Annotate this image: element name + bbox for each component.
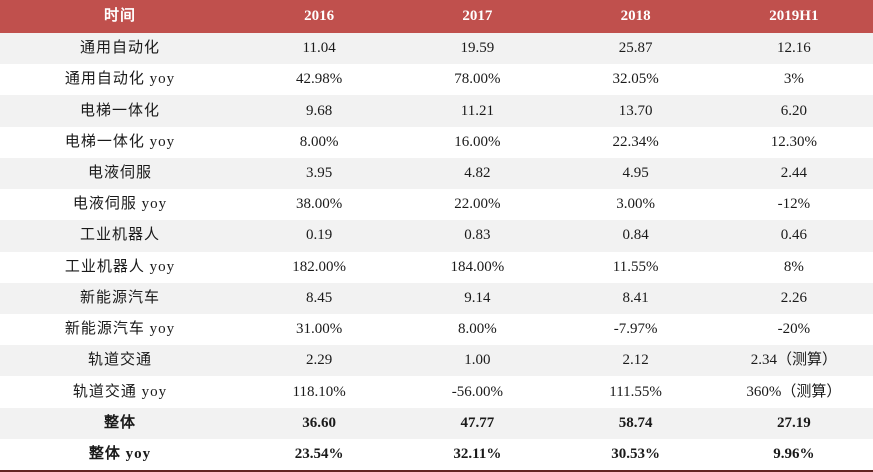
table-row: 工业机器人 0.19 0.83 0.84 0.46 (0, 220, 873, 252)
cell-value: 78.00% (454, 71, 501, 88)
column-header-time: 时间 (103, 8, 136, 24)
cell-value: 2.29 (306, 352, 333, 369)
cell-value: 1.00 (464, 352, 491, 369)
cell-value: 2.34（测算） (750, 352, 837, 369)
table-row: 轨道交通 yoy 118.10% -56.00% 111.55% 360%（测算） (0, 376, 873, 408)
cell-value: 4.82 (464, 164, 491, 181)
cell-value: 22.00% (454, 196, 501, 213)
cell-value: 9.96% (773, 445, 815, 462)
cell-value: 9.14 (464, 289, 491, 306)
cell-value: 13.70 (618, 102, 653, 119)
row-label: 轨道交通 (87, 352, 152, 369)
cell-value: 3.95 (306, 164, 333, 181)
cell-value: 8.45 (306, 289, 333, 306)
cell-value: 11.21 (460, 102, 494, 119)
cell-value: 8.00% (458, 321, 497, 338)
row-label: 轨道交通 yoy (72, 383, 168, 400)
cell-value: 6.20 (780, 102, 807, 119)
table-row: 新能源汽车 8.45 9.14 8.41 2.26 (0, 282, 873, 314)
cell-value: 2.26 (780, 289, 807, 306)
row-label: 电液伺服 yoy (72, 196, 168, 213)
table-row: 电液伺服 3.95 4.82 4.95 2.44 (0, 157, 873, 190)
table-row: 通用自动化 11.04 19.59 25.87 12.16 (0, 33, 873, 65)
cell-value: 30.53% (611, 445, 660, 462)
row-label: 新能源汽车 (79, 289, 160, 306)
table-row: 新能源汽车 yoy 31.00% 8.00% -7.97% -20% (0, 313, 873, 346)
cell-value: 3.00% (616, 196, 655, 213)
cell-value: -7.97% (613, 321, 658, 338)
row-label: 电梯一体化 (79, 102, 160, 119)
row-label: 整体 (103, 414, 136, 431)
cell-value: 47.77 (460, 414, 495, 431)
cell-value: -12% (777, 196, 811, 213)
cell-value: 9.68 (306, 102, 333, 119)
cell-value: 58.74 (618, 414, 653, 431)
cell-value: 36.60 (302, 414, 336, 431)
cell-value: 32.11% (453, 445, 502, 462)
cell-value: 19.59 (460, 40, 495, 57)
cell-value: 8.41 (622, 289, 649, 306)
column-header-2016: 2016 (304, 8, 335, 24)
cell-value: 0.19 (306, 227, 333, 244)
cell-value: 2.44 (780, 164, 807, 181)
row-label: 通用自动化 (79, 40, 160, 57)
cell-value: 23.54% (294, 445, 344, 462)
cell-value: 360%（测算） (746, 383, 842, 400)
column-header-2019h1: 2019H1 (769, 8, 819, 24)
row-label: 电梯一体化 yoy (64, 133, 176, 150)
table-header-row: 时间 2016 2017 2018 2019H1 (0, 0, 873, 33)
cell-value: 27.19 (777, 414, 811, 431)
cell-value: 111.55% (609, 383, 662, 400)
cell-value: -20% (777, 321, 811, 338)
cell-value: 118.10% (292, 383, 346, 400)
table-row: 电梯一体化 9.68 11.21 13.70 6.20 (0, 95, 873, 127)
row-label: 工业机器人 (79, 227, 160, 244)
table-row: 工业机器人 yoy 182.00% 184.00% 11.55% 8% (0, 251, 873, 283)
table-row: 整体 yoy 23.54% 32.11% 30.53% 9.96% (0, 438, 873, 471)
cell-value: 32.05% (612, 71, 659, 88)
cell-value: 0.46 (780, 227, 807, 244)
table-row: 电液伺服 yoy 38.00% 22.00% 3.00% -12% (0, 189, 873, 221)
table-body: 通用自动化 11.04 19.59 25.87 12.16 通用自动化 yoy 42.98%… (0, 33, 873, 471)
cell-value: 184.00% (450, 258, 505, 275)
row-label: 整体 yoy (88, 445, 152, 462)
table-row: 通用自动化 yoy 42.98% 78.00% 32.05% 3% (0, 64, 873, 96)
cell-value: 25.87 (618, 40, 653, 57)
cell-value: 0.83 (464, 227, 491, 244)
table-row: 轨道交通 2.29 1.00 2.12 2.34（测算） (0, 345, 873, 377)
cell-value: 12.30% (770, 133, 817, 150)
column-header-2017: 2017 (462, 8, 493, 24)
row-label: 通用自动化 yoy (64, 71, 176, 88)
row-label: 电液伺服 (87, 164, 152, 181)
cell-value: 2.12 (622, 352, 649, 369)
table-row: 整体 36.60 47.77 58.74 27.19 (0, 407, 873, 439)
cell-value: 8% (783, 258, 804, 275)
cell-value: 31.00% (296, 321, 343, 338)
table-row: 电梯一体化 yoy 8.00% 16.00% 22.34% 12.30% (0, 126, 873, 158)
cell-value: 0.84 (622, 227, 649, 244)
row-label: 工业机器人 yoy (64, 258, 176, 275)
cell-value: 4.95 (622, 164, 649, 181)
cell-value: 16.00% (454, 133, 501, 150)
cell-value: 8.00% (299, 133, 339, 150)
cell-value: 3% (783, 71, 804, 88)
cell-value: 11.04 (302, 40, 336, 57)
cell-value: 11.55% (612, 258, 659, 275)
cell-value: 12.16 (777, 40, 811, 57)
row-label: 新能源汽车 yoy (64, 321, 176, 338)
column-header-2018: 2018 (620, 8, 651, 24)
cell-value: 182.00% (292, 258, 346, 275)
cell-value: 22.34% (612, 133, 659, 150)
cell-value: 38.00% (296, 196, 343, 213)
cell-value: -56.00% (451, 383, 503, 400)
cell-value: 42.98% (296, 71, 343, 88)
